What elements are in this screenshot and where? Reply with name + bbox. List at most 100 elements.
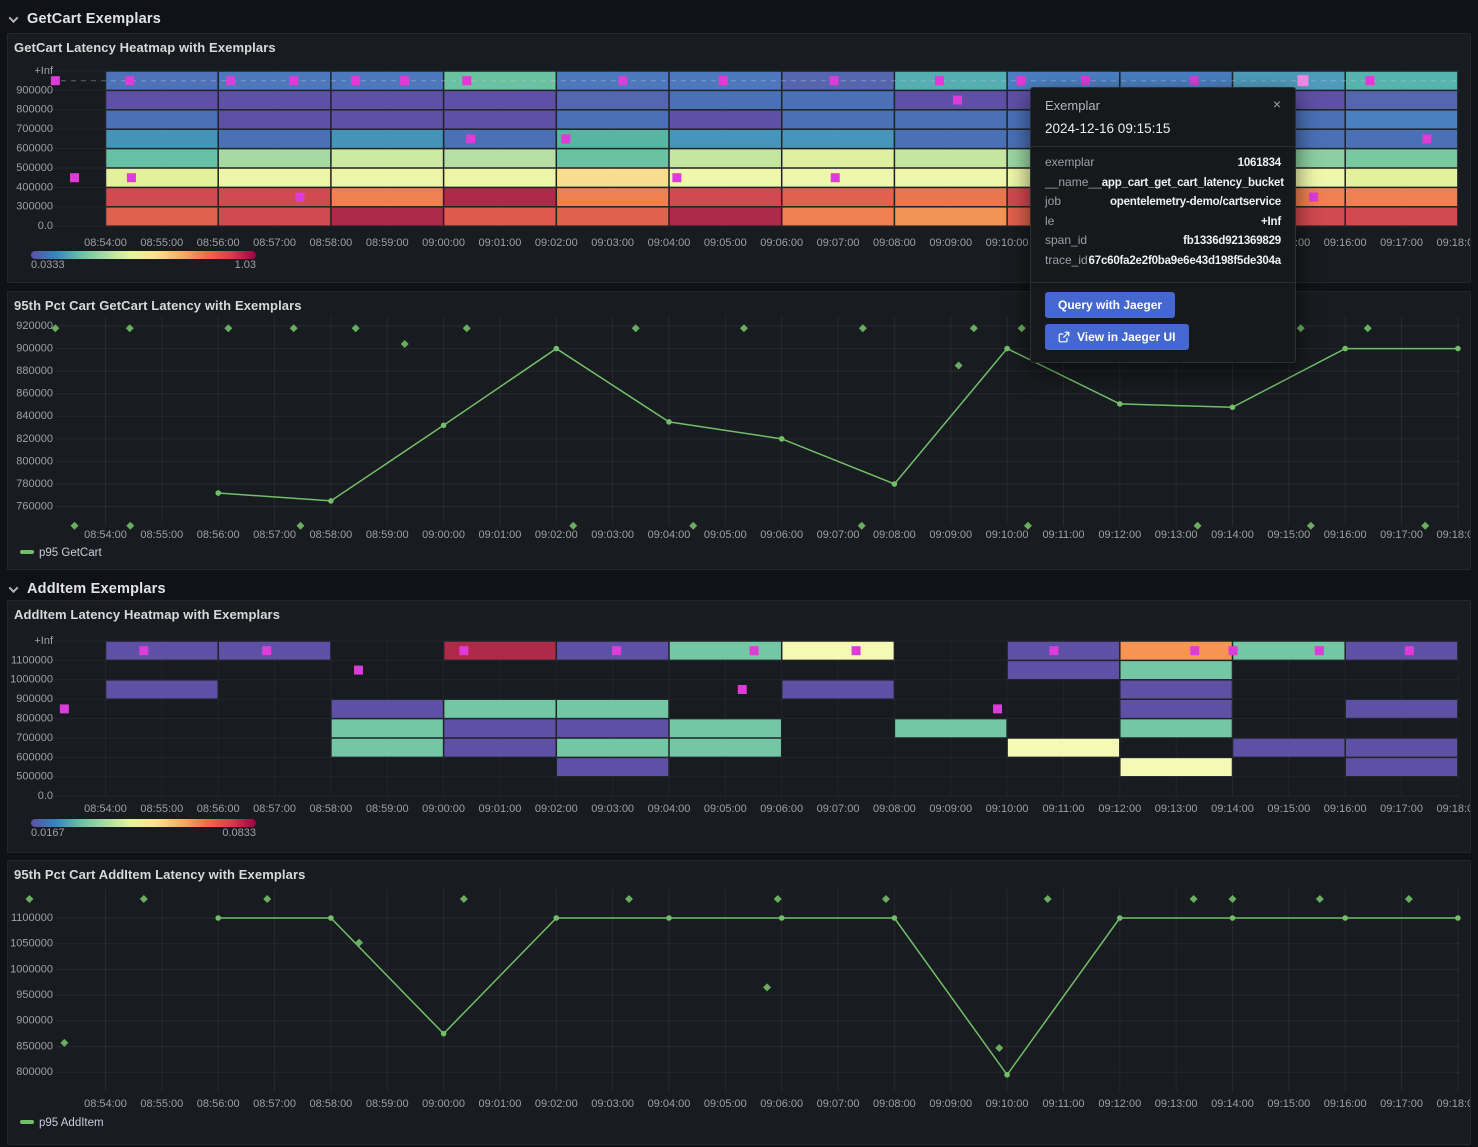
exemplar-diamond[interactable] <box>1296 324 1305 333</box>
exemplar-diamond[interactable] <box>289 324 298 333</box>
panel-title[interactable]: AddItem Latency Heatmap with Exemplars <box>14 607 281 622</box>
heatmap-cell[interactable] <box>669 207 781 226</box>
heatmap-cell[interactable] <box>218 168 331 187</box>
heatmap-cell[interactable] <box>106 188 218 207</box>
heatmap-cell[interactable] <box>1120 71 1232 90</box>
exemplar-marker[interactable] <box>400 76 410 86</box>
exemplar-diamond[interactable] <box>1306 521 1315 530</box>
exemplar-marker[interactable] <box>749 646 759 656</box>
exemplar-diamond[interactable] <box>954 361 963 370</box>
heatmap-cell[interactable] <box>782 641 894 660</box>
heatmap-cell[interactable] <box>895 168 1007 187</box>
exemplar-diamond[interactable] <box>296 521 305 530</box>
exemplar-diamond[interactable] <box>126 521 135 530</box>
exemplar-diamond[interactable] <box>569 521 578 530</box>
heatmap-cell[interactable] <box>331 149 443 168</box>
exemplar-diamond[interactable] <box>739 324 748 333</box>
heatmap-cell[interactable] <box>444 71 556 90</box>
heatmap-cell[interactable] <box>106 207 218 226</box>
exemplar-marker[interactable] <box>737 685 747 694</box>
series-point[interactable] <box>778 915 785 921</box>
series-point[interactable] <box>440 1030 447 1037</box>
heatmap-cell[interactable] <box>444 168 556 187</box>
heatmap-cell[interactable] <box>782 188 894 207</box>
heatmap-cell[interactable] <box>1345 641 1458 660</box>
exemplar-diamond[interactable] <box>125 324 134 333</box>
exemplar-marker[interactable] <box>851 646 861 656</box>
exemplar-diamond[interactable] <box>224 324 233 333</box>
heatmap-cell[interactable] <box>106 110 218 129</box>
exemplar-marker[interactable] <box>1190 646 1200 656</box>
heatmap-cell[interactable] <box>331 71 443 90</box>
heatmap-cell[interactable] <box>106 149 218 168</box>
heatmap-cell[interactable] <box>218 207 331 226</box>
heatmap-cell[interactable] <box>557 91 669 110</box>
section-header-getcart[interactable]: GetCart Exemplars <box>8 8 161 30</box>
heatmap-cell[interactable] <box>1345 188 1458 207</box>
exemplar-diamond[interactable] <box>351 324 360 333</box>
legend-label[interactable]: p95 AddItem <box>39 1117 104 1129</box>
series-point[interactable] <box>215 490 221 496</box>
heatmap-cell[interactable] <box>1345 168 1458 187</box>
heatmap-cell[interactable] <box>1007 641 1120 660</box>
heatmap-cell[interactable] <box>782 207 894 226</box>
exemplar-marker[interactable] <box>466 134 476 144</box>
exemplar-marker[interactable] <box>126 173 136 183</box>
heatmap-cell[interactable] <box>218 129 331 148</box>
series-point[interactable] <box>1229 404 1236 411</box>
heatmap-cell[interactable] <box>557 719 669 738</box>
heatmap-cell[interactable] <box>444 110 556 129</box>
heatmap-cell[interactable] <box>557 188 669 207</box>
heatmap-cell[interactable] <box>1120 719 1232 738</box>
series-point[interactable] <box>1342 915 1348 921</box>
heatmap-cell[interactable] <box>1007 738 1120 757</box>
exemplar-diamond[interactable] <box>1193 521 1202 530</box>
series-point[interactable] <box>1004 345 1010 352</box>
heatmap-cell[interactable] <box>218 110 331 129</box>
heatmap-cell[interactable] <box>557 699 669 718</box>
heatmap-cell[interactable] <box>669 738 781 757</box>
heatmap-cell[interactable] <box>1345 207 1458 226</box>
exemplar-diamond[interactable] <box>1421 521 1430 530</box>
exemplar-marker[interactable] <box>1080 76 1090 86</box>
exemplar-marker[interactable] <box>459 646 469 656</box>
heatmap-cell[interactable] <box>782 129 894 148</box>
exemplar-diamond[interactable] <box>763 983 772 992</box>
exemplar-marker[interactable] <box>1365 76 1375 86</box>
close-icon[interactable]: × <box>1272 96 1281 112</box>
exemplar-diamond[interactable] <box>25 894 34 903</box>
panel-title[interactable]: 95th Pct Cart AddItem Latency with Exemp… <box>14 867 306 882</box>
heatmap-cell[interactable] <box>895 719 1007 738</box>
heatmap-cell[interactable] <box>444 719 556 738</box>
exemplar-marker[interactable] <box>1309 192 1319 202</box>
heatmap-cell[interactable] <box>669 641 781 660</box>
exemplar-diamond[interactable] <box>969 324 978 333</box>
heatmap-cell[interactable] <box>444 207 556 226</box>
heatmap-cell[interactable] <box>1345 91 1458 110</box>
panel-title[interactable]: GetCart Latency Heatmap with Exemplars <box>14 40 276 55</box>
series-point[interactable] <box>1117 401 1123 407</box>
heatmap-cell[interactable] <box>1345 110 1458 129</box>
exemplar-diamond[interactable] <box>631 324 640 333</box>
heatmap-cell[interactable] <box>218 149 331 168</box>
heatmap-cell[interactable] <box>782 91 894 110</box>
exemplar-marker[interactable] <box>462 76 472 86</box>
series-point[interactable] <box>666 419 672 425</box>
exemplar-marker[interactable] <box>561 134 571 144</box>
exemplar-marker[interactable] <box>125 76 135 86</box>
panel-title[interactable]: 95th Pct Cart GetCart Latency with Exemp… <box>14 298 302 313</box>
exemplar-marker[interactable] <box>672 173 682 183</box>
heatmap-cell[interactable] <box>669 719 781 738</box>
heatmap-cell[interactable] <box>557 110 669 129</box>
exemplar-marker[interactable] <box>354 665 364 675</box>
series-point[interactable] <box>328 498 334 504</box>
heatmap-cell[interactable] <box>557 738 669 757</box>
heatmap-cell[interactable] <box>444 188 556 207</box>
heatmap-cell[interactable] <box>106 680 218 699</box>
heatmap-cell[interactable] <box>1345 738 1458 757</box>
series-point[interactable] <box>891 915 898 921</box>
series-point[interactable] <box>215 915 221 921</box>
heatmap-cell[interactable] <box>444 149 556 168</box>
series-point[interactable] <box>666 915 672 921</box>
heatmap-cell[interactable] <box>218 641 331 660</box>
